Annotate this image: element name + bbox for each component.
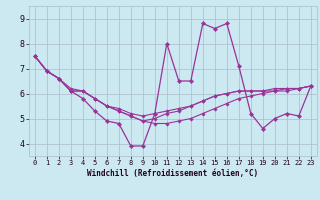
X-axis label: Windchill (Refroidissement éolien,°C): Windchill (Refroidissement éolien,°C)	[87, 169, 258, 178]
